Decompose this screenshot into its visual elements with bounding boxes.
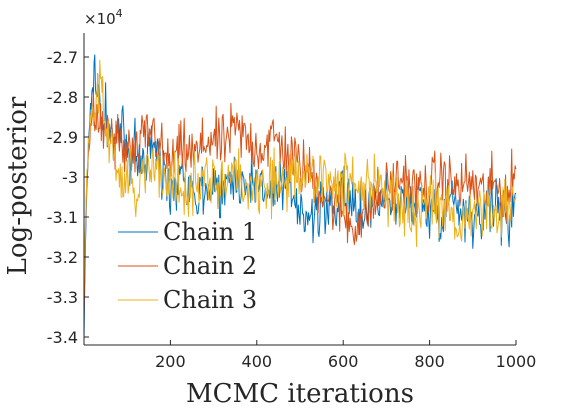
series-line-chain-2 (83, 92, 517, 315)
y-tick-label: -2.8 (47, 88, 78, 107)
y-tick-label: -3.4 (47, 328, 78, 347)
ticks-layer: 200 400 600 800 1000 -2.7 -2.8 -2.9 -3 -3.1 -3.2 -3… (47, 48, 537, 371)
x-axis-label: MCMC iterations (186, 379, 414, 409)
legend-label-chain-2: Chain 2 (163, 252, 257, 280)
y-axis-label: Log-posterior (3, 96, 33, 275)
y-exponent-base: ×10 (84, 10, 116, 28)
y-tick-label: -3.2 (47, 248, 78, 267)
legend-label-chain-1: Chain 1 (163, 218, 257, 246)
legend-label-chain-3: Chain 3 (163, 286, 257, 314)
series-layer (83, 54, 517, 339)
y-tick-label: -2.7 (47, 48, 78, 67)
x-tick-label: 400 (242, 352, 273, 371)
y-tick-label: -3.1 (47, 208, 78, 227)
y-tick-label: -3 (62, 168, 78, 187)
series-line-chain-3 (83, 59, 517, 295)
x-tick-label: 1000 (496, 352, 537, 371)
y-exponent-label: ×104 (84, 7, 123, 28)
legend: Chain 1 Chain 2 Chain 3 (118, 218, 257, 314)
x-tick-label: 600 (328, 352, 359, 371)
x-tick-label: 800 (414, 352, 445, 371)
x-tick-label: 200 (155, 352, 186, 371)
y-tick-label: -2.9 (47, 128, 78, 147)
axes-layer (83, 33, 516, 346)
plot-area (84, 33, 516, 345)
y-exponent-power: 4 (116, 7, 123, 20)
y-tick-label: -3.3 (47, 288, 78, 307)
